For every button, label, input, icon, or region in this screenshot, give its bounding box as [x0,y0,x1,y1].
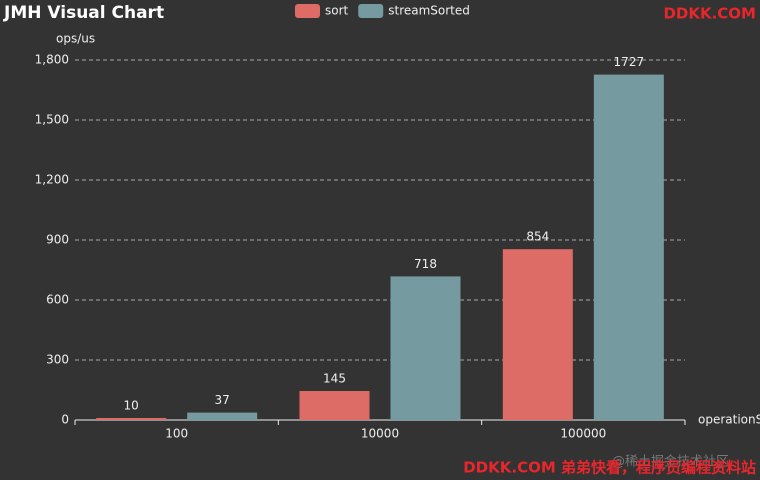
legend-swatch [295,4,320,18]
watermark: DDKK.COM 弟弟快看，程序员编程资料站 [463,459,756,477]
legend-swatch [358,4,384,18]
y-tick-label: 1,200 [35,173,69,187]
legend-label: sort [325,4,349,18]
data-label: 854 [526,230,549,244]
y-tick-label: 900 [46,233,69,247]
bar [593,74,664,420]
y-tick-label: 1,500 [35,113,69,127]
x-tick-label: 10000 [361,427,399,441]
bar [187,412,258,420]
watermark: @稀土掘金技术社区 [612,454,729,470]
bar [390,276,461,420]
x-axis-label: operationS [698,413,760,427]
bar [299,391,370,420]
data-label: 718 [414,257,437,271]
data-label: 145 [323,372,346,386]
y-tick-label: 0 [61,413,69,427]
y-tick-label: 1,800 [35,53,69,67]
chart-title: JMH Visual Chart [3,3,164,23]
watermark: DDKK.COM [663,5,756,23]
bar [502,249,573,420]
data-label: 37 [215,393,230,407]
y-tick-label: 600 [46,293,69,307]
legend-label: streamSorted [388,4,470,18]
data-label: 10 [124,399,139,413]
data-label: 1727 [614,55,645,69]
x-tick-label: 100000 [560,427,606,441]
y-axis-label: ops/us [56,32,95,46]
y-tick-label: 300 [46,353,69,367]
x-tick-label: 100 [165,427,188,441]
bar [96,418,167,420]
